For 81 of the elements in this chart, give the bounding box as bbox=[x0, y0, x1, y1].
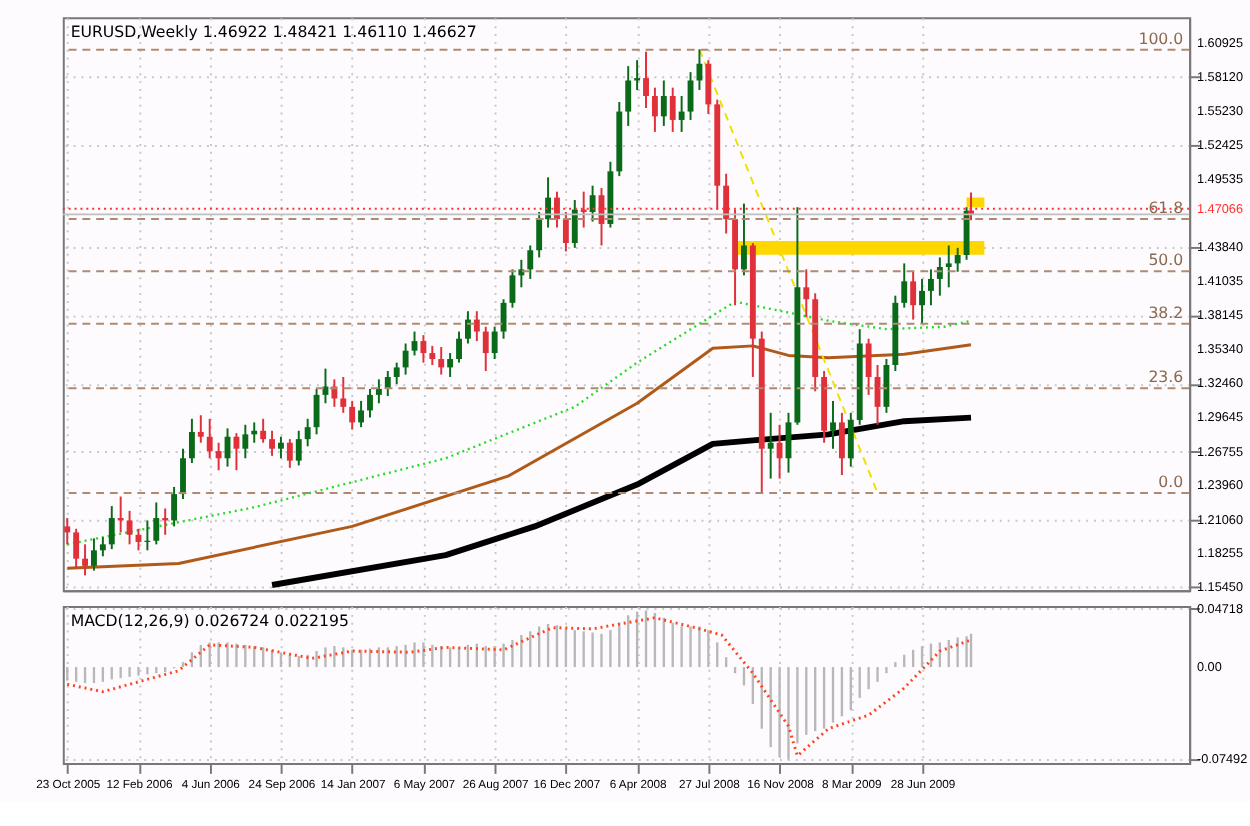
annotation: 38.2 bbox=[1148, 303, 1184, 322]
candlestick bbox=[456, 330, 462, 364]
candlestick bbox=[651, 86, 658, 133]
candlestick bbox=[242, 423, 249, 460]
candlestick bbox=[562, 211, 569, 253]
candlestick bbox=[518, 258, 525, 289]
candlestick bbox=[865, 337, 872, 396]
candlestick bbox=[420, 334, 427, 364]
candlestick bbox=[536, 211, 543, 259]
candlestick bbox=[215, 441, 222, 472]
candlestick bbox=[527, 244, 534, 280]
candlestick bbox=[723, 172, 730, 235]
line-series bbox=[65, 343, 973, 570]
candlestick bbox=[919, 277, 925, 325]
candlestick bbox=[945, 244, 952, 289]
candlestick bbox=[625, 65, 632, 127]
chart-title: MACD(12,26,9) 0.026724 0.022195 bbox=[70, 611, 349, 630]
candlestick bbox=[447, 352, 454, 378]
candlestick bbox=[206, 417, 213, 460]
candlestick bbox=[73, 527, 80, 570]
candlestick bbox=[776, 423, 783, 480]
candlestick bbox=[954, 246, 961, 273]
candlestick bbox=[589, 184, 596, 223]
candlestick bbox=[660, 79, 667, 127]
candlestick bbox=[313, 387, 320, 436]
candlestick bbox=[393, 361, 400, 386]
candlestick bbox=[669, 86, 676, 133]
candlestick bbox=[340, 375, 347, 414]
line-series bbox=[269, 414, 974, 588]
candlestick bbox=[883, 358, 890, 414]
candlestick bbox=[260, 417, 267, 444]
candlestick bbox=[375, 378, 382, 405]
candlestick bbox=[233, 432, 240, 472]
line-series bbox=[65, 616, 973, 758]
candlestick bbox=[464, 310, 471, 345]
candlestick bbox=[928, 268, 934, 307]
candlestick bbox=[295, 429, 302, 467]
candlestick bbox=[269, 429, 275, 457]
candlestick bbox=[473, 310, 480, 343]
candlestick bbox=[482, 325, 489, 372]
candlestick bbox=[830, 399, 836, 450]
candlestick bbox=[64, 517, 71, 546]
candlestick bbox=[402, 342, 409, 376]
annotation: 23.6 bbox=[1148, 368, 1184, 387]
candlestick bbox=[910, 270, 917, 321]
candlestick bbox=[180, 447, 186, 500]
candlestick bbox=[126, 509, 133, 546]
candlestick bbox=[304, 417, 311, 448]
candlestick bbox=[643, 50, 649, 109]
candlestick bbox=[678, 95, 685, 133]
candlestick bbox=[286, 438, 293, 469]
candlestick bbox=[197, 414, 204, 444]
candlestick bbox=[367, 387, 373, 419]
chart-title: EURUSD,Weekly 1.46922 1.48421 1.46110 1.46627 bbox=[70, 22, 477, 41]
annotation: 0.0 bbox=[1158, 473, 1184, 492]
candlestick bbox=[741, 202, 747, 277]
candlestick bbox=[438, 346, 445, 376]
annotation: 100.0 bbox=[1138, 29, 1184, 48]
candlestick bbox=[108, 505, 115, 551]
candlestick bbox=[429, 344, 436, 366]
annotation: 50.0 bbox=[1148, 251, 1184, 270]
candlestick bbox=[358, 399, 365, 429]
candlestick bbox=[82, 543, 88, 577]
candlestick bbox=[901, 262, 908, 309]
candlestick bbox=[171, 485, 178, 528]
candlestick bbox=[491, 325, 498, 361]
line-series bbox=[66, 300, 973, 546]
candlestick bbox=[838, 411, 845, 476]
candlestick bbox=[705, 59, 712, 115]
candlestick bbox=[278, 435, 284, 460]
candlestick bbox=[349, 399, 356, 431]
candlestick bbox=[571, 199, 578, 249]
candlestick bbox=[803, 268, 810, 319]
annotation: 61.8 bbox=[1148, 199, 1184, 218]
candlestick bbox=[188, 417, 195, 465]
candlestick bbox=[153, 501, 160, 546]
candlestick bbox=[91, 537, 97, 572]
candlestick bbox=[847, 411, 854, 468]
candlestick bbox=[696, 48, 703, 92]
candlestick bbox=[99, 536, 106, 558]
candlestick bbox=[767, 411, 774, 480]
